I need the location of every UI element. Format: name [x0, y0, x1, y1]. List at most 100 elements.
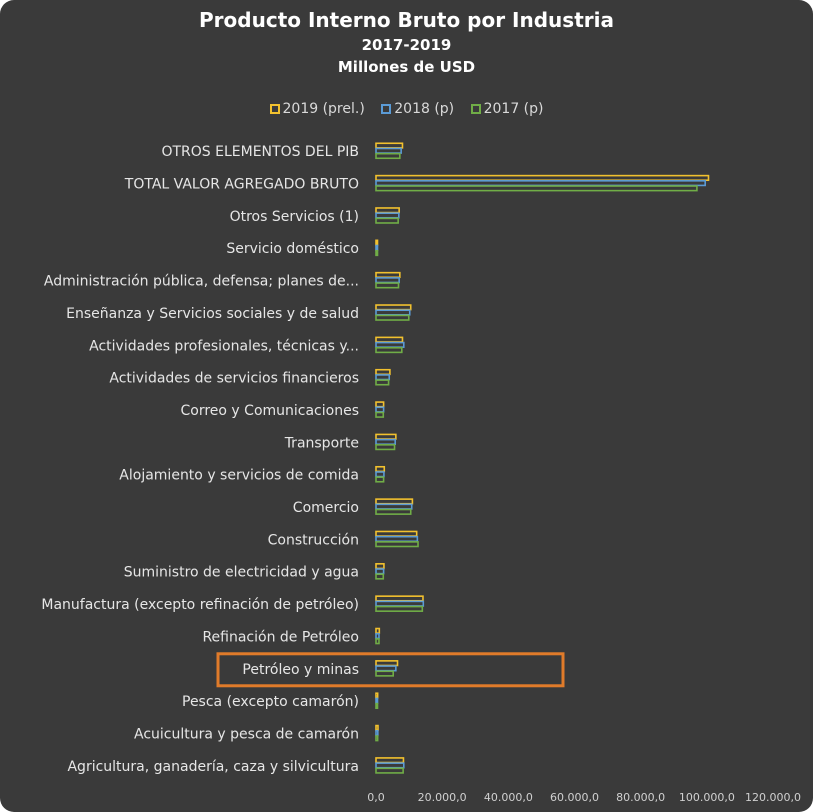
bar-2018-p-otros-elementos-del-pib — [375, 147, 402, 154]
bar-2018-p-correo-y-comunicaciones — [375, 406, 385, 413]
bar-2019-prel-alojamiento-y-servicios-de-comida — [375, 465, 386, 473]
bar-2017-p-alojamiento-y-servicios-de-comida — [375, 476, 385, 483]
category-label-actividades-profesionales-tecnicas-y: Actividades profesionales, técnicas y... — [89, 338, 359, 354]
category-label-actividades-de-servicios-financieros: Actividades de servicios financieros — [109, 371, 359, 387]
category-label-comercio: Comercio — [293, 500, 359, 516]
bar-2017-p-otros-elementos-del-pib — [375, 152, 401, 160]
bar-2019-prel-otros-elementos-del-pib — [375, 142, 404, 149]
bar-2017-p-total-valor-agregado-bruto — [375, 185, 698, 192]
category-label-correo-y-comunicaciones: Correo y Comunicaciones — [181, 403, 360, 419]
bar-2019-prel-acuicultura-y-pesca-de-camaron — [375, 724, 379, 731]
bar-2017-p-actividades-de-servicios-financieros — [375, 379, 390, 386]
bar-2019-prel-ensenanza-y-servicios-sociales-y-de-salud — [375, 304, 412, 311]
bar-2017-p-servicio-domestico — [375, 249, 379, 257]
bar-2018-p-alojamiento-y-servicios-de-comida — [375, 471, 385, 478]
legend-label-2019: 2019 (prel.) — [282, 101, 365, 117]
x-tick-label: 100.000,0 — [679, 791, 735, 804]
bar-2019-prel-otros-servicios-1 — [375, 207, 400, 214]
legend-swatch-2018 — [381, 104, 392, 114]
bar-2017-p-otros-servicios-1 — [375, 217, 399, 224]
bar-2017-p-pesca-excepto-camaron — [375, 702, 379, 710]
bar-2018-p-refinacion-de-petroleo — [375, 632, 380, 640]
bar-2017-p-correo-y-comunicaciones — [375, 411, 385, 418]
bar-2019-prel-refinacion-de-petroleo — [375, 627, 381, 634]
legend-label-2018: 2018 (p) — [394, 101, 455, 117]
bar-2017-p-transporte — [375, 444, 396, 451]
bar-2019-prel-construccion — [375, 530, 418, 537]
legend: 2019 (prel.) 2018 (p) 2017 (p) — [0, 101, 813, 117]
bar-2018-p-administracion-publica-defensa-planes-de — [375, 277, 400, 284]
bar-2018-p-comercio — [375, 503, 413, 510]
bar-2019-prel-transporte — [375, 433, 397, 440]
legend-item-2019: 2019 (prel.) — [269, 101, 365, 117]
bar-2018-p-actividades-de-servicios-financieros — [375, 374, 391, 381]
bar-2018-p-agricultura-ganaderia-caza-y-silvicultura — [375, 762, 405, 769]
bar-2019-prel-comercio — [375, 498, 414, 505]
bar-2017-p-acuicultura-y-pesca-de-camaron — [375, 735, 379, 742]
bar-2017-p-actividades-profesionales-tecnicas-y — [375, 346, 403, 354]
bar-2018-p-manufactura-excepto-refinacion-de-petroleo — [375, 600, 425, 607]
bar-2019-prel-petroleo-y-minas — [375, 660, 399, 667]
title-block: Producto Interno Bruto por Industria 201… — [0, 6, 813, 78]
bar-2017-p-administracion-publica-defensa-planes-de — [375, 282, 400, 289]
category-label-servicio-domestico: Servicio doméstico — [226, 241, 359, 257]
bar-2018-p-otros-servicios-1 — [375, 212, 400, 219]
legend-item-2017: 2017 (p) — [470, 101, 544, 117]
x-tick-label: 40.000,0 — [484, 791, 533, 804]
bar-2019-prel-total-valor-agregado-bruto — [375, 174, 710, 182]
chart-units: Millones de USD — [337, 58, 476, 76]
bar-2019-prel-suministro-de-electricidad-y-agua — [375, 563, 385, 570]
bar-2019-prel-actividades-profesionales-tecnicas-y — [375, 336, 404, 343]
bar-2018-p-construccion — [375, 535, 419, 543]
bar-2017-p-agricultura-ganaderia-caza-y-silvicultura — [375, 767, 404, 774]
category-label-alojamiento-y-servicios-de-comida: Alojamiento y servicios de comida — [119, 468, 359, 484]
bar-2019-prel-actividades-de-servicios-financieros — [375, 368, 391, 376]
category-label-administracion-publica-defensa-planes-de: Administración pública, defensa; planes … — [44, 274, 359, 290]
category-label-petroleo-y-minas: Petróleo y minas — [242, 662, 359, 678]
category-label-ensenanza-y-servicios-sociales-y-de-salud: Enseñanza y Servicios sociales y de salu… — [66, 306, 359, 322]
category-label-agricultura-ganaderia-caza-y-silvicultura: Agricultura, ganadería, caza y silvicult… — [67, 759, 359, 775]
category-label-otros-servicios-1: Otros Servicios (1) — [230, 209, 359, 225]
bar-2017-p-petroleo-y-minas — [375, 670, 395, 677]
bar-2018-p-actividades-profesionales-tecnicas-y — [375, 341, 405, 348]
legend-label-2017: 2017 (p) — [483, 101, 544, 117]
bar-2018-p-total-valor-agregado-bruto — [375, 180, 706, 187]
x-tick-label: 20.000,0 — [418, 791, 467, 804]
x-tick-label: 120.000,0 — [745, 791, 801, 804]
highlight-box — [216, 652, 565, 688]
bar-2018-p-transporte — [375, 438, 396, 446]
bar-2017-p-manufactura-excepto-refinacion-de-petroleo — [375, 605, 424, 612]
bar-2019-prel-servicio-domestico — [375, 239, 379, 246]
bar-2017-p-comercio — [375, 508, 412, 515]
x-tick-label: 80.000,0 — [616, 791, 665, 804]
category-label-total-valor-agregado-bruto: TOTAL VALOR AGREGADO BRUTO — [124, 177, 359, 193]
category-label-otros-elementos-del-pib: OTROS ELEMENTOS DEL PIB — [161, 144, 359, 160]
category-label-transporte: Transporte — [284, 435, 359, 451]
bar-2019-prel-manufactura-excepto-refinacion-de-petroleo — [375, 595, 424, 602]
bar-2017-p-construccion — [375, 541, 419, 548]
bar-2019-prel-correo-y-comunicaciones — [375, 401, 385, 408]
bar-2017-p-suministro-de-electricidad-y-agua — [375, 573, 385, 580]
category-label-construccion: Construcción — [268, 532, 359, 548]
bar-2018-p-ensenanza-y-servicios-sociales-y-de-salud — [375, 309, 411, 316]
bar-2019-prel-administracion-publica-defensa-planes-de — [375, 271, 401, 279]
category-label-acuicultura-y-pesca-de-camaron: Acuicultura y pesca de camarón — [134, 726, 359, 742]
bar-2018-p-suministro-de-electricidad-y-agua — [375, 568, 385, 575]
chart-subtitle: 2017-2019 — [361, 36, 452, 54]
bar-2018-p-petroleo-y-minas — [375, 665, 397, 672]
bar-2018-p-pesca-excepto-camaron — [375, 697, 379, 704]
x-tick-label: 0,0 — [367, 791, 385, 804]
chart-title: Producto Interno Bruto por Industria — [199, 8, 614, 32]
category-label-suministro-de-electricidad-y-agua: Suministro de electricidad y agua — [124, 565, 359, 581]
legend-swatch-2019 — [269, 104, 280, 114]
bar-2019-prel-pesca-excepto-camaron — [375, 692, 379, 699]
bar-2018-p-acuicultura-y-pesca-de-camaron — [375, 729, 379, 737]
bar-2017-p-refinacion-de-petroleo — [375, 638, 380, 645]
bar-2019-prel-agricultura-ganaderia-caza-y-silvicultura — [375, 757, 405, 764]
legend-item-2018: 2018 (p) — [381, 101, 454, 117]
bar-2018-p-servicio-domestico — [375, 244, 379, 251]
x-tick-label: 60.000,0 — [550, 791, 599, 804]
legend-swatch-2017 — [470, 104, 481, 114]
